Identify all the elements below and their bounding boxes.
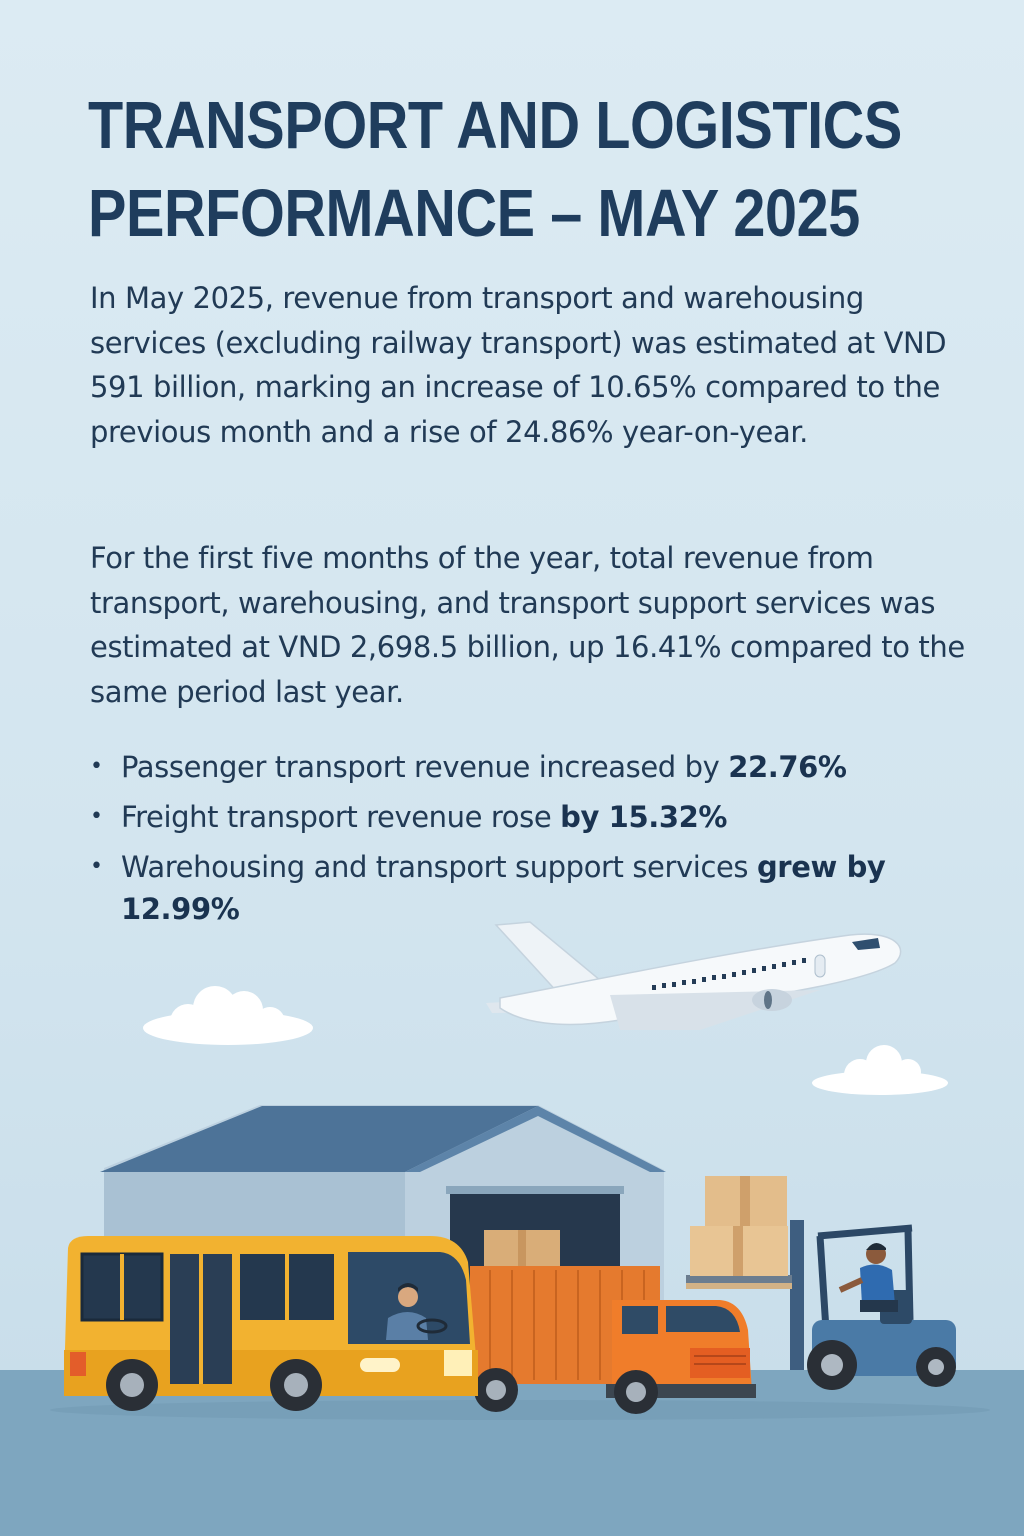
bus-driver-icon [386, 1283, 448, 1340]
page-title: TRANSPORT AND LOGISTICS PERFORMANCE – MA… [88, 82, 902, 258]
logistics-illustration [0, 921, 1024, 1536]
forklift-icon [686, 1176, 956, 1390]
bus-icon [64, 1236, 478, 1411]
bullet-text: Passenger transport revenue increased by [121, 750, 729, 784]
cardboard-boxes-icon [690, 1176, 788, 1276]
bullet-text: Warehousing and transport support servic… [121, 850, 757, 884]
airplane-icon [486, 921, 902, 1030]
list-item: • Warehousing and transport support serv… [90, 846, 950, 930]
bullet-icon: • [90, 804, 103, 829]
bullet-text: Freight transport revenue rose [121, 800, 561, 834]
bullet-highlight: grew by 12.99% [121, 850, 886, 926]
list-item: • Passenger transport revenue increased … [90, 746, 950, 788]
bullet-icon: • [90, 754, 103, 779]
revenue-growth-list: • Passenger transport revenue increased … [90, 746, 950, 938]
delivery-truck-icon [470, 1266, 756, 1414]
bullet-icon: • [90, 854, 103, 879]
cloud-left-icon [143, 986, 313, 1045]
title-line-1: TRANSPORT AND LOGISTICS [88, 88, 902, 163]
cloud-right-icon [812, 1045, 948, 1095]
bullet-highlight: 22.76% [728, 750, 847, 784]
title-line-2: PERFORMANCE – MAY 2025 [88, 176, 860, 251]
five-month-summary-paragraph: For the first five months of the year, t… [90, 541, 965, 709]
may-summary-paragraph: In May 2025, revenue from transport and … [90, 281, 947, 449]
list-item: • Freight transport revenue rose by 15.3… [90, 796, 950, 838]
bullet-highlight: by 15.32% [560, 800, 728, 834]
forklift-operator-icon [838, 1243, 898, 1312]
cardboard-box-icon [484, 1230, 560, 1270]
